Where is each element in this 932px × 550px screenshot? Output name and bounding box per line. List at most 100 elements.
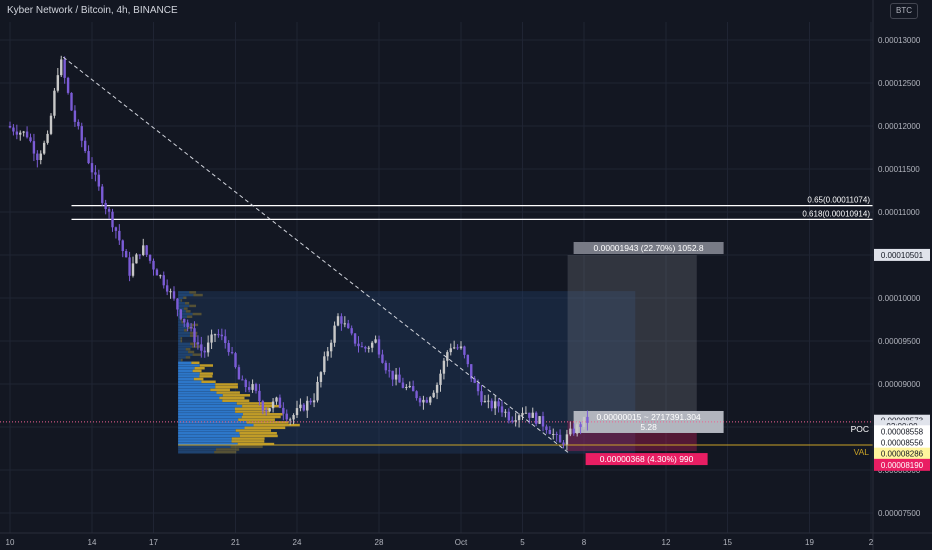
candle-body xyxy=(408,386,411,388)
volume-bar-down xyxy=(178,291,190,294)
candle-body xyxy=(425,399,429,403)
candle-body xyxy=(19,132,22,135)
candle-body xyxy=(251,384,254,390)
candle-body xyxy=(456,347,459,349)
volume-bar-up xyxy=(189,304,197,308)
volume-bar-up xyxy=(186,315,193,318)
volume-bar-down xyxy=(178,331,191,335)
candle-body xyxy=(46,133,49,143)
volume-bar-up xyxy=(236,402,273,405)
candle-body xyxy=(159,275,162,277)
candle-body xyxy=(493,401,497,409)
candle-body xyxy=(206,342,210,353)
volume-bar-down xyxy=(178,402,237,405)
poc-label: POC xyxy=(851,424,869,434)
volume-bar-down xyxy=(178,426,245,430)
candle-body xyxy=(193,328,196,343)
candle-body xyxy=(176,298,179,310)
volume-bar-down xyxy=(178,415,242,419)
volume-bar-down xyxy=(178,299,181,302)
volume-bar-down xyxy=(178,318,181,321)
candle-body xyxy=(186,322,189,328)
volume-bar-down xyxy=(178,450,215,454)
x-tick-label: 10 xyxy=(6,538,15,547)
volume-bar-up xyxy=(241,415,281,419)
volume-bar-up xyxy=(193,293,203,297)
candle-body xyxy=(254,384,258,391)
volume-bar-down xyxy=(178,304,190,308)
y-tick-label: 0.00012000 xyxy=(878,122,921,131)
volume-bar-down xyxy=(178,383,216,386)
candle-body xyxy=(312,400,316,403)
candle-body xyxy=(582,416,586,428)
volume-bar-up xyxy=(242,413,283,416)
candle-body xyxy=(350,328,353,334)
y-tick-label: 0.00007500 xyxy=(878,509,921,518)
candle-body xyxy=(336,316,340,326)
volume-bar-up xyxy=(199,375,213,378)
volume-bar-up xyxy=(214,450,237,454)
candle-body xyxy=(514,420,517,422)
horizontal-levels: 0.65(0.00011074) 0.618(0.00010914) POC VAL xyxy=(0,196,873,457)
currency-button[interactable]: BTC xyxy=(890,3,918,19)
volume-bar-down xyxy=(178,388,211,392)
candle-body xyxy=(77,121,80,127)
candle-body xyxy=(439,373,442,385)
candle-body xyxy=(442,360,446,374)
volume-bar-up xyxy=(215,448,240,451)
candle-body xyxy=(220,334,224,337)
x-tick-label: 2 xyxy=(869,538,874,547)
candle-body xyxy=(285,413,288,420)
value-area-box xyxy=(178,291,636,454)
candle-body xyxy=(579,424,582,428)
candle-body xyxy=(487,400,490,402)
candle-body xyxy=(347,323,350,329)
volume-bar-up xyxy=(185,348,191,351)
candle-body xyxy=(107,209,111,212)
volume-bar-down xyxy=(178,423,254,427)
volume-bar-down xyxy=(178,339,181,343)
candle-body xyxy=(483,401,487,403)
volume-bar-down xyxy=(178,396,220,400)
candle-body xyxy=(415,391,418,399)
candle-body xyxy=(169,291,172,293)
candle-body xyxy=(309,400,312,403)
volume-bar-up xyxy=(235,429,272,432)
volume-bar-up xyxy=(189,291,197,294)
candle-body xyxy=(234,353,237,368)
candle-body xyxy=(210,334,213,343)
candle-body xyxy=(241,379,244,381)
candle-body xyxy=(391,370,394,380)
candle-body xyxy=(22,131,25,133)
candle-body xyxy=(569,428,572,435)
candle-body xyxy=(459,346,463,349)
candle-body xyxy=(353,333,357,344)
price-label-bg xyxy=(874,447,930,460)
volume-bar-down xyxy=(178,375,200,378)
volume-bar-down xyxy=(178,385,216,389)
volume-bar-up xyxy=(192,353,202,356)
volume-bar-down xyxy=(178,431,240,435)
volume-bar-down xyxy=(178,337,181,340)
volume-bar-down xyxy=(178,413,243,416)
candle-body xyxy=(381,354,384,363)
candle-body xyxy=(466,354,470,365)
stop-label-bg xyxy=(585,453,708,466)
candle-body xyxy=(534,412,538,424)
volume-bar-up xyxy=(253,423,300,427)
candle-body xyxy=(497,401,500,407)
candle-body xyxy=(265,410,268,412)
x-tick-label: 24 xyxy=(293,538,302,547)
candle-body xyxy=(145,245,148,255)
volume-bar-down xyxy=(178,448,216,451)
candle-body xyxy=(172,291,176,299)
candle-body xyxy=(388,370,391,372)
volume-bar-up xyxy=(230,445,263,449)
volume-bar-down xyxy=(178,353,193,356)
candle-body xyxy=(411,386,415,392)
candle-body xyxy=(473,378,476,383)
candle-body xyxy=(500,406,504,413)
candle-body xyxy=(183,318,186,323)
candle-body xyxy=(179,309,183,319)
